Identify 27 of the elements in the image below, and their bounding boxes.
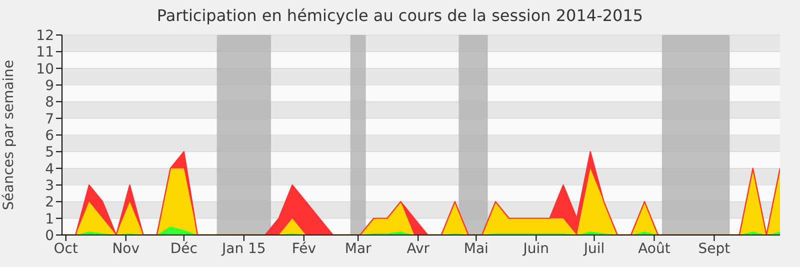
y-tick-label: 8	[45, 94, 54, 111]
y-tick-label: 11	[36, 44, 54, 61]
y-tick-label: 3	[45, 178, 54, 194]
y-tick-label: 6	[45, 128, 54, 144]
y-tick-label: 7	[45, 111, 54, 128]
y-tick-label: 9	[45, 78, 54, 94]
x-tick-label: Jan 15	[220, 240, 266, 257]
y-tick-label: 5	[45, 144, 54, 161]
x-tick-label: Avr	[406, 240, 430, 257]
y-axis-title: Séances par semaine	[0, 60, 17, 210]
x-tick-label: Sept	[698, 240, 731, 257]
x-tick-label: Oct	[54, 240, 78, 257]
x-tick-label: Déc	[170, 240, 198, 257]
x-tick-label: Mar	[344, 240, 372, 257]
y-tick-label: 1	[45, 211, 54, 228]
x-tick-label: Juil	[582, 240, 605, 257]
y-tick-label: 12	[36, 28, 54, 44]
x-tick-label: Nov	[112, 240, 140, 257]
y-tick-label: 2	[45, 194, 54, 211]
x-tick-label: Juin	[522, 240, 550, 257]
x-tick-label: Mai	[464, 240, 488, 257]
chart-title: Participation en hémicycle au cours de la session 2014-2015	[156, 6, 644, 25]
x-tick-label: Août	[638, 240, 671, 257]
y-tick-label: 0	[45, 228, 54, 244]
x-tick-label: Fév	[292, 240, 316, 257]
y-tick-label: 4	[45, 161, 54, 178]
y-tick-label: 10	[36, 61, 54, 78]
